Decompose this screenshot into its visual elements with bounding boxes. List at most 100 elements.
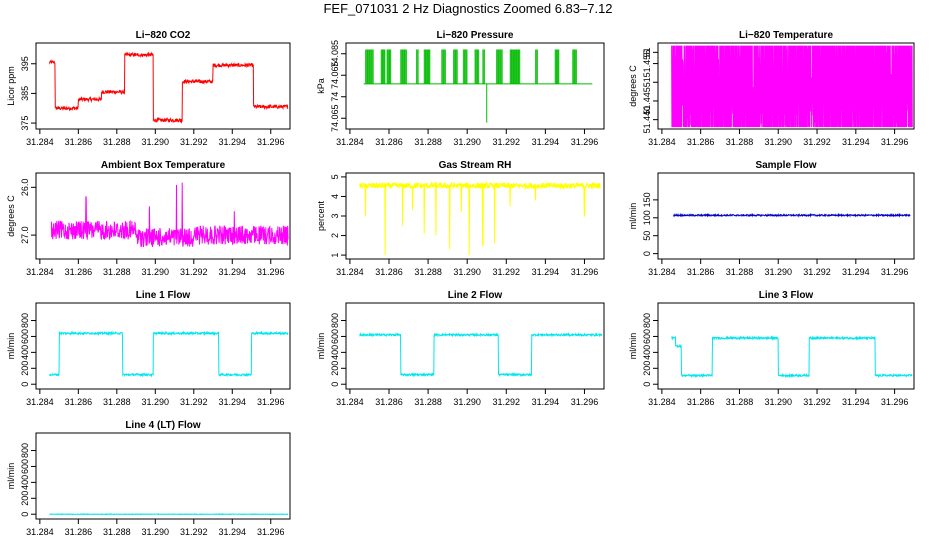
y-tick-label: 74.065 [330, 104, 340, 132]
y-tick-label: 395 [20, 56, 30, 71]
chart-ambient: Ambient Box Temperature 26.0 27.0 degrees C… [6, 160, 291, 277]
y-axis-label: degrees C [6, 195, 16, 237]
y-tick-label: 51 [642, 47, 652, 57]
x-tick-label: 31.292 [180, 137, 208, 147]
chart-title: Sample Flow [755, 160, 816, 171]
plot-frame [345, 302, 605, 390]
chart-title: Line 1 Flow [136, 290, 191, 301]
x-tick-label: 31.290 [142, 527, 170, 537]
x-tick-label: 31.294 [219, 267, 247, 277]
y-tick-label: 51.455 [642, 50, 652, 78]
chart-title: Line 3 Flow [759, 290, 814, 301]
x-tick-label: 31.284 [648, 137, 676, 147]
x-tick-label: 31.292 [803, 267, 831, 277]
y-tick-label: 600 [330, 329, 340, 344]
y-tick-label: 800 [20, 313, 30, 328]
x-tick-label: 31.284 [26, 527, 54, 537]
y-tick-label: 51.445 [642, 87, 652, 115]
y-tick-label: 0 [642, 382, 652, 387]
x-tick-label: 31.292 [803, 397, 831, 407]
y-tick-label: 200 [642, 361, 652, 376]
x-tick-label: 31.296 [571, 137, 599, 147]
y-tick-label: 600 [20, 329, 30, 344]
x-tick-label: 31.292 [180, 397, 208, 407]
x-tick-label: 31.288 [103, 527, 131, 537]
y-tick-label: 200 [20, 361, 30, 376]
y-axis-label: ml/min [628, 333, 638, 360]
x-tick-label: 31.292 [803, 137, 831, 147]
x-tick-label: 31.294 [532, 397, 560, 407]
y-tick-label: 74.085 [330, 40, 340, 68]
y-tick-label: 50 [642, 231, 652, 241]
x-tick-label: 31.292 [493, 267, 521, 277]
y-axis-label: ml/min [6, 333, 16, 360]
x-tick-label: 31.292 [180, 527, 208, 537]
y-tick-label: 400 [642, 345, 652, 360]
plot-frame [657, 172, 915, 260]
x-tick-label: 31.290 [764, 397, 792, 407]
x-tick-label: 31.286 [375, 397, 403, 407]
x-tick-label: 31.288 [103, 397, 131, 407]
y-tick-label: 150 [642, 192, 652, 207]
x-tick-label: 31.296 [571, 267, 599, 277]
y-tick-label: 400 [20, 475, 30, 490]
x-tick-label: 31.290 [453, 397, 481, 407]
y-tick-label: 400 [330, 345, 340, 360]
y-axis-label: ml/min [6, 463, 16, 490]
y-tick-label: 0 [642, 251, 652, 256]
x-tick-label: 31.286 [65, 397, 93, 407]
x-tick-label: 31.288 [103, 137, 131, 147]
x-tick-label: 31.292 [180, 267, 208, 277]
x-tick-label: 31.290 [764, 267, 792, 277]
plot-frame [345, 42, 605, 130]
chart-title: Ambient Box Temperature [101, 160, 226, 171]
y-tick-label: 800 [330, 313, 340, 328]
y-tick-label: 26.0 [20, 179, 30, 197]
y-tick-label: 1 [330, 253, 340, 258]
series-line [49, 513, 289, 516]
x-tick-label: 31.294 [842, 267, 870, 277]
x-tick-label: 31.284 [336, 397, 364, 407]
y-tick-label: 4 [330, 194, 340, 199]
x-tick-label: 31.296 [571, 397, 599, 407]
chart-sample: Sample Flow 0 50 100 150 ml/min 31.284 31.286 31… [628, 160, 915, 277]
y-tick-label: 375 [20, 116, 30, 131]
x-tick-label: 31.296 [257, 397, 285, 407]
x-tick-label: 31.292 [493, 137, 521, 147]
x-tick-label: 31.284 [648, 267, 676, 277]
y-tick-label: 0 [20, 512, 30, 517]
y-tick-label: 400 [20, 345, 30, 360]
x-tick-label: 31.288 [726, 137, 754, 147]
x-tick-label: 31.294 [219, 527, 247, 537]
series-line [49, 51, 289, 124]
x-tick-label: 31.294 [532, 267, 560, 277]
y-axis-label: ml/min [316, 333, 326, 360]
x-tick-label: 31.296 [881, 137, 909, 147]
y-tick-label: 600 [20, 459, 30, 474]
y-tick-label: 800 [642, 313, 652, 328]
y-tick-label: 27.0 [20, 226, 30, 244]
x-tick-label: 31.284 [336, 267, 364, 277]
plot-frame [35, 172, 291, 260]
series-line [673, 212, 911, 218]
x-tick-label: 31.288 [414, 397, 442, 407]
y-tick-label: 2 [330, 233, 340, 238]
x-tick-label: 31.284 [26, 137, 54, 147]
x-tick-label: 31.292 [493, 397, 521, 407]
y-axis-label: percent [316, 200, 326, 231]
series-line [50, 182, 289, 248]
x-tick-label: 31.286 [687, 397, 715, 407]
x-tick-label: 31.286 [65, 527, 93, 537]
plot-frame [35, 42, 291, 130]
y-tick-label: 74.065 [330, 61, 340, 89]
series-line [359, 332, 603, 378]
x-tick-label: 31.294 [532, 137, 560, 147]
x-tick-label: 31.286 [375, 137, 403, 147]
x-tick-label: 31.290 [764, 137, 792, 147]
chart-co2: Li−820 CO2 375 385 395 Licor ppm 31.284 31.286… [6, 30, 291, 147]
x-tick-label: 31.286 [65, 137, 93, 147]
x-tick-label: 31.294 [219, 397, 247, 407]
x-tick-label: 31.284 [26, 267, 54, 277]
